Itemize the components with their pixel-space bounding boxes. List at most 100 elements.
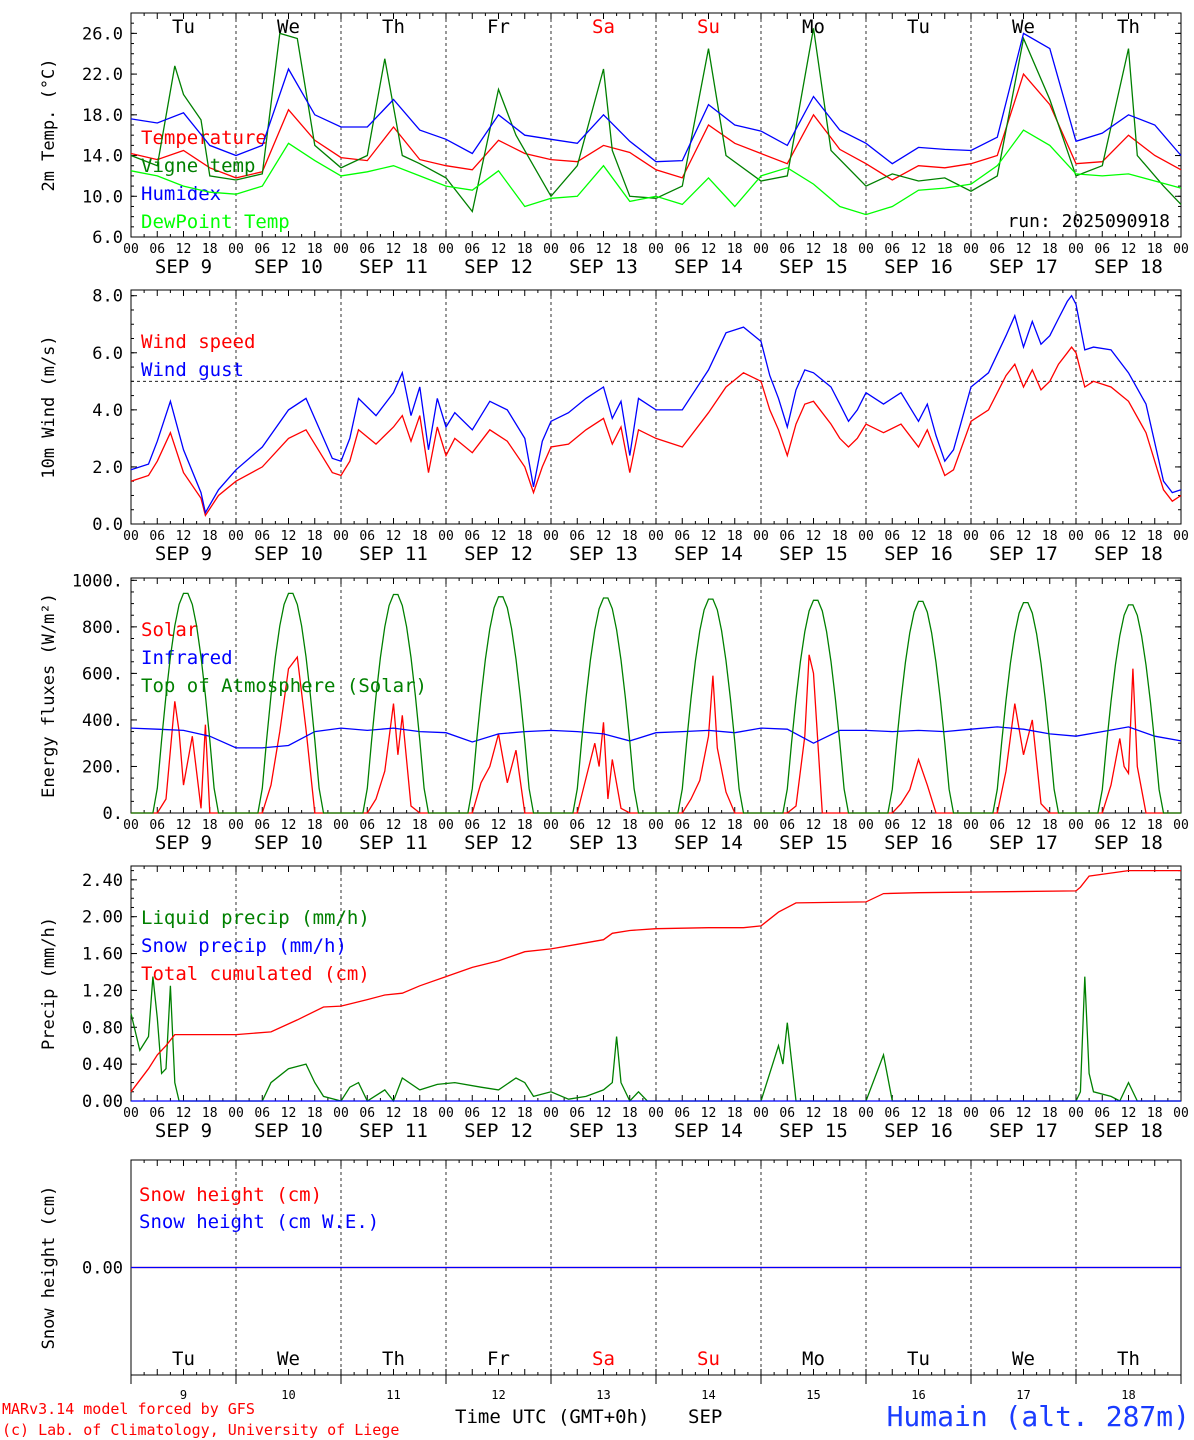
hour-tick-label: 06 (464, 818, 480, 833)
hour-tick-label: 06 (674, 1106, 690, 1121)
y-tick-label: 2.00 (82, 908, 123, 928)
hour-tick-label: 06 (884, 242, 900, 257)
day-label-bottom: We (277, 1348, 300, 1370)
hour-tick-label: 18 (517, 242, 533, 257)
hour-tick-label: 18 (1147, 818, 1163, 833)
y-tick-label: 6.0 (92, 344, 123, 364)
hour-tick-label: 00 (123, 1106, 139, 1121)
day-label: Mo (802, 16, 825, 38)
y-axis-label: 2m Temp. (°C) (39, 58, 59, 191)
hour-tick-label: 06 (1094, 818, 1110, 833)
hour-tick-label: 18 (202, 1106, 218, 1121)
hour-tick-label: 06 (779, 242, 795, 257)
day-label: Th (382, 16, 405, 38)
hour-tick-label: 12 (281, 818, 297, 833)
date-label: SEP 18 (1094, 543, 1163, 565)
day-label: Su (697, 16, 720, 38)
hour-tick-label: 00 (858, 1106, 874, 1121)
day-label: Fr (487, 16, 510, 38)
hour-tick-label: 06 (149, 1106, 165, 1121)
date-label: SEP 12 (464, 543, 533, 565)
day-number: 11 (386, 1388, 400, 1402)
legend-humidex: Humidex (141, 183, 221, 205)
hour-tick-label: 00 (123, 242, 139, 257)
date-label: SEP 15 (779, 1120, 848, 1142)
hour-tick-label: 18 (517, 1106, 533, 1121)
legend-solar: Solar (141, 619, 198, 641)
hour-tick-label: 12 (176, 242, 192, 257)
hour-tick-label: 00 (1068, 818, 1084, 833)
y-axis-label: Snow height (cm) (39, 1186, 59, 1350)
hour-tick-label: 12 (1121, 818, 1137, 833)
hour-tick-label: 18 (727, 1106, 743, 1121)
hour-tick-label: 00 (648, 529, 664, 544)
hour-tick-label: 18 (1042, 1106, 1058, 1121)
date-label: SEP 12 (464, 832, 533, 854)
y-tick-label: 1.20 (82, 981, 123, 1001)
hour-tick-label: 12 (386, 242, 402, 257)
hour-tick-label: 06 (989, 529, 1005, 544)
day-label-bottom: Th (382, 1348, 405, 1370)
hour-tick-label: 12 (1016, 818, 1032, 833)
hour-tick-label: 06 (779, 818, 795, 833)
hour-tick-label: 12 (806, 242, 822, 257)
date-label: SEP 11 (359, 543, 428, 565)
hour-tick-label: 00 (543, 1106, 559, 1121)
hour-tick-label: 06 (254, 529, 270, 544)
y-tick-label: 26.0 (82, 24, 123, 44)
hour-tick-label: 12 (701, 529, 717, 544)
hour-tick-label: 12 (1016, 242, 1032, 257)
run-label: run: 2025090918 (1007, 211, 1170, 232)
day-label: We (1012, 16, 1035, 38)
month-label: SEP (688, 1406, 722, 1428)
day-number: 15 (806, 1388, 820, 1402)
hour-tick-label: 00 (438, 529, 454, 544)
hour-tick-label: 00 (648, 242, 664, 257)
hour-tick-label: 18 (937, 529, 953, 544)
hour-tick-label: 12 (911, 1106, 927, 1121)
hour-tick-label: 06 (989, 818, 1005, 833)
hour-tick-label: 18 (307, 529, 323, 544)
hour-tick-label: 18 (1147, 529, 1163, 544)
date-label: SEP 10 (254, 256, 323, 278)
hour-tick-label: 12 (911, 242, 927, 257)
y-tick-label: 200. (82, 757, 123, 777)
hour-tick-label: 06 (884, 529, 900, 544)
date-label: SEP 9 (155, 543, 212, 565)
hour-tick-label: 00 (228, 529, 244, 544)
hour-tick-label: 06 (674, 242, 690, 257)
hour-tick-label: 12 (596, 529, 612, 544)
hour-tick-label: 12 (1121, 242, 1137, 257)
hour-tick-label: 18 (202, 242, 218, 257)
date-label: SEP 16 (884, 256, 953, 278)
hour-tick-label: 06 (254, 242, 270, 257)
y-tick-label: 2.40 (82, 871, 123, 891)
hour-tick-label: 06 (779, 529, 795, 544)
y-tick-label: 0.00 (82, 1092, 123, 1112)
hour-tick-label: 12 (386, 529, 402, 544)
hour-tick-label: 00 (123, 818, 139, 833)
hour-tick-label: 06 (569, 818, 585, 833)
series-line-total-cumulated-cm- (130, 869, 1181, 1093)
hour-tick-label: 06 (149, 529, 165, 544)
hour-tick-label: 06 (989, 1106, 1005, 1121)
panel-4: 0.00 0.40 0.80 1.20 1.60 2.00 2.40 Precip (mm/h… (39, 865, 1189, 1142)
hour-tick-label: 12 (596, 818, 612, 833)
legend-wind-speed: Wind speed (141, 331, 255, 353)
hour-tick-label: 18 (622, 1106, 638, 1121)
hour-tick-label: 00 (753, 818, 769, 833)
hour-tick-label: 00 (228, 242, 244, 257)
y-tick-label: 6.0 (92, 228, 123, 248)
hour-tick-label: 06 (254, 818, 270, 833)
legend-dewpoint-temp: DewPoint Temp (141, 211, 290, 233)
hour-tick-label: 00 (333, 1106, 349, 1121)
y-tick-label: 600. (82, 664, 123, 684)
date-label: SEP 9 (155, 256, 212, 278)
hour-tick-label: 00 (963, 529, 979, 544)
day-label-bottom: We (1012, 1348, 1035, 1370)
date-label: SEP 11 (359, 1120, 428, 1142)
date-label: SEP 16 (884, 1120, 953, 1142)
hour-tick-label: 12 (176, 818, 192, 833)
legend-infrared: Infrared (141, 647, 233, 669)
hour-tick-label: 06 (569, 242, 585, 257)
